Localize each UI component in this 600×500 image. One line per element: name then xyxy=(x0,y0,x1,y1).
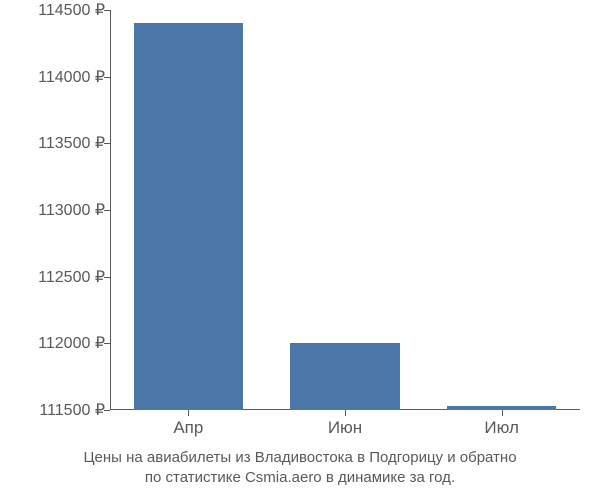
y-tick-mark xyxy=(104,77,110,78)
chart-plot xyxy=(110,10,580,410)
bar xyxy=(290,343,400,410)
y-tick-label: 111500 ₽ xyxy=(39,400,105,420)
y-tick-mark xyxy=(104,143,110,144)
y-axis: 111500 ₽112000 ₽112500 ₽113000 ₽113500 ₽… xyxy=(0,10,105,410)
x-tick-mark xyxy=(502,410,503,416)
x-tick-label: Июл xyxy=(484,418,519,438)
y-tick-mark xyxy=(104,343,110,344)
y-tick-mark xyxy=(104,410,110,411)
caption-line-2: по статистике Csmia.aero в динамике за г… xyxy=(145,469,455,486)
y-tick-mark xyxy=(104,277,110,278)
y-tick-label: 114500 ₽ xyxy=(38,0,105,20)
y-tick-label: 113000 ₽ xyxy=(38,200,105,220)
y-tick-mark xyxy=(104,210,110,211)
y-tick-label: 114000 ₽ xyxy=(38,67,105,87)
x-tick-mark xyxy=(345,410,346,416)
x-axis-labels: Апр Июн Июл xyxy=(110,418,580,442)
x-tick-mark xyxy=(188,410,189,416)
x-tick-label: Апр xyxy=(173,418,203,438)
y-tick-label: 112500 ₽ xyxy=(38,267,105,287)
y-tick-mark xyxy=(104,10,110,11)
caption-line-1: Цены на авиабилеты из Владивостока в Под… xyxy=(83,449,516,466)
chart-caption: Цены на авиабилеты из Владивостока в Под… xyxy=(0,448,600,489)
bar xyxy=(134,23,244,410)
y-axis-line xyxy=(110,10,111,410)
y-tick-label: 112000 ₽ xyxy=(38,333,105,353)
x-tick-label: Июн xyxy=(328,418,362,438)
y-tick-label: 113500 ₽ xyxy=(38,133,105,153)
